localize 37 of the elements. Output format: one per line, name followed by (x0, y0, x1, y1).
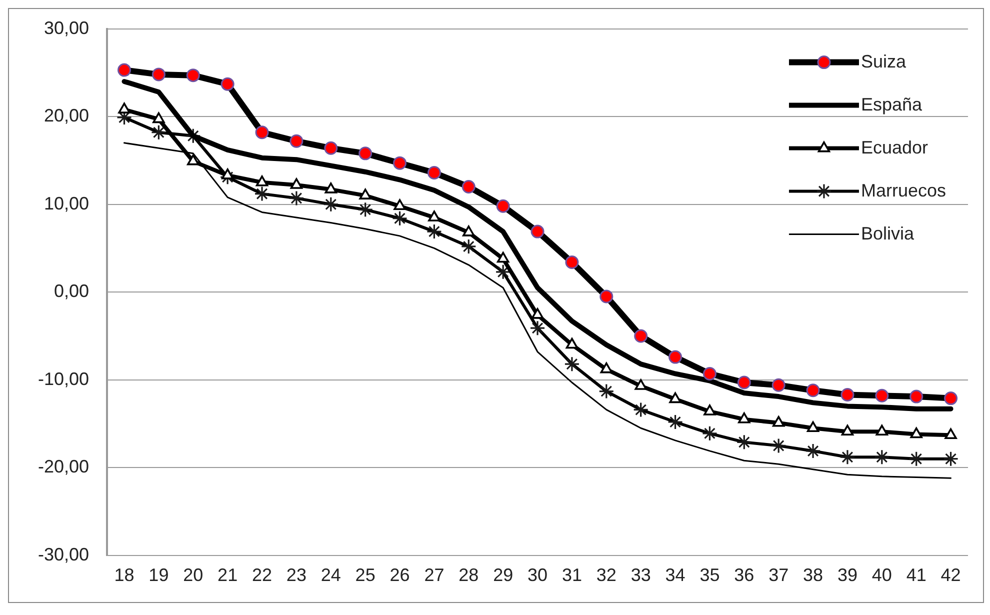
x-tick-label: 24 (320, 565, 341, 586)
x-tick-label: 34 (665, 565, 686, 586)
x-tick-label: 18 (114, 565, 134, 586)
y-tick-label: -10,00 (38, 368, 90, 389)
y-tick-label: 0,00 (54, 281, 90, 302)
x-tick-label: 28 (458, 565, 479, 586)
x-tick-label: 27 (424, 565, 444, 586)
x-tick-label: 41 (906, 565, 926, 586)
x-tick-label: 23 (286, 565, 306, 586)
x-tick-label: 20 (183, 565, 204, 586)
y-tick-label: 10,00 (44, 193, 90, 214)
x-tick-label: 25 (355, 565, 376, 586)
y-tick-label: -30,00 (38, 544, 90, 564)
x-tick-label: 36 (734, 565, 754, 586)
x-tick-label: 32 (596, 565, 616, 586)
y-tick-label: 30,00 (44, 18, 90, 38)
y-tick-label: 20,00 (44, 106, 90, 126)
x-tick-label: 29 (493, 565, 514, 586)
legend-label: Marruecos (860, 180, 946, 200)
x-tick-label: 31 (562, 565, 582, 586)
x-tick-label: 40 (872, 565, 892, 586)
x-tick-label: 33 (630, 565, 651, 586)
x-tick-label: 19 (148, 565, 169, 586)
x-tick-label: 37 (768, 565, 789, 586)
legend-label: Suiza (860, 51, 907, 72)
x-tick-label: 26 (390, 565, 410, 586)
y-tick-label: -20,00 (38, 456, 90, 477)
x-tick-label: 39 (837, 565, 858, 586)
x-tick-label: 42 (940, 565, 961, 586)
x-tick-label: 21 (218, 565, 238, 586)
x-tick-label: 30 (528, 565, 548, 586)
legend-label: Ecuador (860, 137, 928, 158)
legend-label: España (860, 94, 924, 114)
x-tick-label: 35 (700, 565, 720, 586)
x-tick-label: 38 (803, 565, 824, 586)
legend-label: Bolivia (860, 223, 915, 244)
x-tick-label: 22 (252, 565, 272, 586)
